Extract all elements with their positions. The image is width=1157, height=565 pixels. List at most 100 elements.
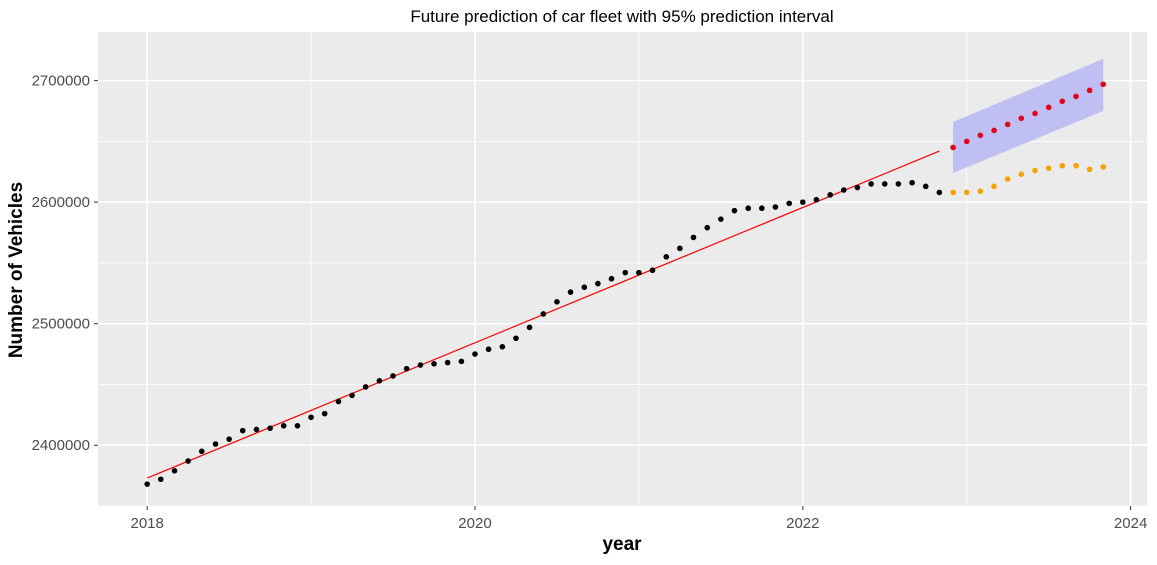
- y-axis: 2400000 2500000 2600000 2700000: [32, 73, 98, 454]
- observed-point: [321, 410, 328, 417]
- observed-point: [718, 216, 724, 222]
- x-axis: 2018 2020 2022 2024: [130, 506, 1147, 532]
- grid-minor: [98, 32, 1147, 507]
- y-tick-label: 2600000: [32, 194, 90, 211]
- observed-point: [936, 189, 943, 196]
- alternative_forecast-point: [963, 189, 970, 196]
- observed-point: [185, 458, 191, 464]
- observed-point: [690, 234, 697, 241]
- plot-panel: [98, 32, 1147, 506]
- observed-point: [799, 199, 806, 205]
- observed-point: [567, 289, 574, 295]
- forecast-point: [1073, 93, 1079, 100]
- observed-point: [226, 436, 232, 442]
- observed-point: [745, 205, 752, 212]
- observed-point: [827, 192, 833, 198]
- observed-point: [253, 426, 260, 433]
- observed-point: [376, 378, 383, 384]
- observed-point: [485, 346, 492, 353]
- forecast-point: [1100, 81, 1107, 88]
- observed-point: [267, 425, 273, 432]
- x-tick-label: 2024: [1114, 515, 1147, 532]
- observed-point: [239, 427, 246, 434]
- observed-point: [526, 324, 533, 331]
- forecast-point: [1086, 87, 1093, 94]
- forecast-point: [1059, 98, 1066, 105]
- alternative_forecast-point: [1100, 164, 1107, 170]
- observed-point: [294, 422, 301, 429]
- forecast-point: [1045, 104, 1052, 111]
- alternative_forecast-point: [950, 189, 956, 196]
- y-tick-label: 2500000: [32, 316, 90, 333]
- forecast-point: [1004, 121, 1011, 128]
- chart-layer: [144, 58, 1107, 487]
- observed-point: [663, 254, 670, 260]
- x-tick-label: 2022: [786, 515, 819, 532]
- forecast-point: [950, 144, 956, 151]
- observed-point: [636, 269, 642, 276]
- observed-point: [335, 398, 342, 405]
- observed-point: [677, 245, 683, 252]
- observed-point: [499, 343, 506, 350]
- observed-point: [431, 361, 437, 367]
- observed-point: [772, 204, 779, 210]
- observed-point: [922, 183, 929, 190]
- observed-point: [759, 205, 765, 212]
- observed-point: [581, 284, 588, 291]
- observed-point: [854, 184, 861, 191]
- forecast-point: [977, 132, 984, 139]
- alternative_forecast-point: [1073, 162, 1079, 169]
- forecast-point: [991, 127, 997, 134]
- observed-point: [540, 311, 547, 317]
- observed-point: [472, 351, 478, 357]
- observed-point: [417, 362, 424, 368]
- alternative_forecast-point: [1032, 167, 1038, 174]
- observed-point: [881, 181, 888, 187]
- observed-point: [458, 358, 465, 365]
- alternative_forecast-point: [1004, 176, 1011, 182]
- observed-point: [212, 441, 219, 447]
- x-tick-label: 2018: [130, 515, 163, 532]
- alternative_forecast-point: [1045, 165, 1052, 171]
- alternative_forecast-point: [991, 183, 997, 190]
- y-tick-label: 2700000: [32, 73, 90, 90]
- forecast-point: [1018, 115, 1025, 122]
- y-axis-title: Number of Vehicles: [6, 182, 27, 358]
- observed-point: [840, 187, 847, 193]
- forecast-point: [1032, 110, 1038, 117]
- observed-point: [622, 269, 629, 276]
- observed-point: [909, 179, 915, 186]
- observed-point: [649, 267, 656, 274]
- alternative_forecast-point: [1059, 162, 1066, 169]
- observed-point: [308, 414, 314, 421]
- observed-point: [144, 481, 150, 487]
- grid-major: [98, 32, 1147, 506]
- observed-point: [171, 467, 178, 474]
- observed-point: [731, 207, 738, 214]
- x-axis-title: year: [602, 534, 642, 555]
- observed-point: [513, 335, 519, 342]
- prediction-interval-band: [953, 58, 1104, 173]
- observed-point: [554, 299, 560, 305]
- observed-point: [390, 373, 396, 379]
- observed-point: [362, 384, 369, 390]
- forecast-point: [963, 138, 970, 145]
- observed-point: [786, 200, 792, 207]
- observed-point: [403, 365, 410, 372]
- observed-point: [595, 280, 601, 287]
- observed-point: [895, 181, 902, 187]
- observed-point: [608, 275, 615, 282]
- observed-point: [813, 196, 820, 203]
- x-tick-label: 2020: [458, 515, 491, 532]
- chart-title: Future prediction of car fleet with 95% …: [410, 7, 833, 26]
- alternative_forecast-point: [977, 188, 984, 195]
- observed-point: [444, 359, 451, 366]
- alternative_forecast-point: [1018, 171, 1025, 177]
- y-tick-label: 2400000: [32, 437, 90, 454]
- observed-point: [198, 448, 205, 455]
- observed-point: [280, 422, 287, 429]
- observed-point: [704, 224, 711, 231]
- alternative_forecast-point: [1086, 166, 1093, 173]
